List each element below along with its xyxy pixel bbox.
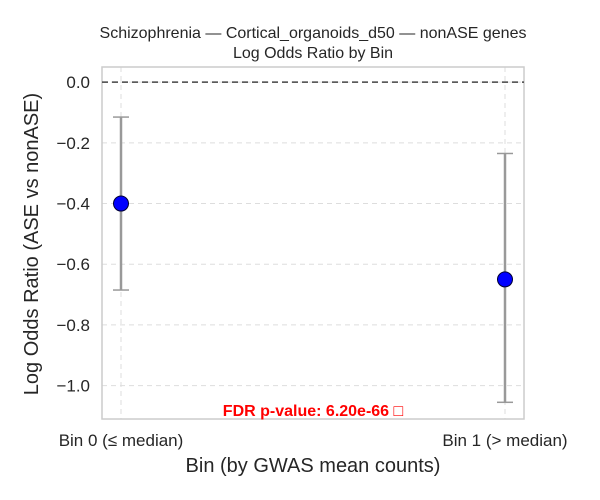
y-tick-label: −0.6 (56, 255, 90, 274)
chart-title-line-2: Log Odds Ratio by Bin (233, 45, 393, 62)
y-tick-label: 0.0 (66, 73, 90, 92)
data-point (113, 195, 129, 212)
x-axis-label: Bin (by GWAS mean counts) (186, 455, 441, 477)
y-tick-label: −1.0 (56, 377, 90, 396)
chart-title-line-1: Schizophrenia — Cortical_organoids_d50 —… (100, 25, 527, 42)
x-tick-label: Bin 0 (≤ median) (59, 431, 184, 450)
data-point (497, 271, 513, 288)
y-tick-label: −0.2 (56, 134, 90, 153)
plot-area: 0.0 −0.2 −0.4 −0.6 −0.8 −1.0 Bin 0 (≤ median) B… (56, 66, 568, 450)
y-axis-label: Log Odds Ratio (ASE vs nonASE) (21, 93, 43, 395)
x-tick-label: Bin 1 (> median) (442, 431, 567, 450)
plot-frame (101, 66, 525, 420)
y-tick-label: −0.8 (56, 316, 90, 335)
fdr-annotation: FDR p-value: 6.20e-66 □ (223, 403, 404, 420)
y-tick-label: −0.4 (56, 195, 90, 214)
